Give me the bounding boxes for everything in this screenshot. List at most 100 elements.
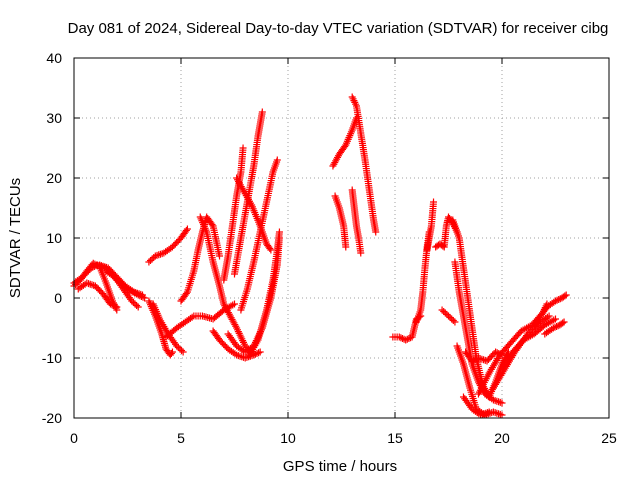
chart-title: Day 081 of 2024, Sidereal Day-to-day VTE… <box>68 20 609 37</box>
data-point <box>555 296 563 303</box>
data-point <box>468 357 476 365</box>
data-point <box>543 313 551 321</box>
series-arc-22 <box>348 186 365 257</box>
data-point <box>232 322 240 330</box>
data-series <box>70 93 570 419</box>
series-arc-6 <box>145 225 191 266</box>
y-axis-label: SDTVAR / TECUs <box>7 178 24 298</box>
data-point <box>253 350 261 357</box>
data-point <box>552 297 559 305</box>
series-arc-13 <box>220 144 247 284</box>
data-point <box>403 335 411 343</box>
data-point <box>498 399 506 407</box>
x-tick-label: 0 <box>70 430 78 446</box>
x-tick-label: 25 <box>601 430 617 446</box>
data-point <box>145 258 153 266</box>
data-point <box>111 302 119 310</box>
data-point <box>238 184 246 192</box>
data-point <box>448 315 456 323</box>
series-arc-14 <box>231 108 266 278</box>
data-point <box>131 300 139 308</box>
y-tick-label: 30 <box>46 110 62 126</box>
y-tick-label: 40 <box>46 50 62 66</box>
data-point <box>553 323 561 330</box>
data-point <box>492 348 500 356</box>
series-arc-21 <box>331 192 350 251</box>
data-point <box>182 227 190 234</box>
series-arc-7 <box>145 297 176 359</box>
data-point <box>239 144 247 152</box>
data-point <box>208 221 216 228</box>
series-arc-8 <box>149 300 187 356</box>
y-tick-label: 10 <box>46 230 62 246</box>
data-point <box>553 296 561 304</box>
data-point <box>471 356 479 363</box>
data-point <box>451 318 459 326</box>
data-point <box>430 198 438 206</box>
data-point <box>176 345 184 353</box>
data-point <box>251 350 259 358</box>
data-point <box>562 291 570 299</box>
series-arc-18 <box>233 174 275 254</box>
series-arc-24 <box>412 228 433 326</box>
data-point <box>174 344 182 351</box>
data-point <box>129 299 137 306</box>
data-point <box>178 347 186 354</box>
data-point <box>258 108 266 116</box>
data-point <box>148 255 156 263</box>
series-arc-29 <box>451 258 506 407</box>
data-point <box>147 257 155 264</box>
data-point <box>182 290 190 297</box>
y-tick-label: -10 <box>42 350 62 366</box>
data-point <box>173 342 181 350</box>
data-point <box>188 313 196 321</box>
data-point <box>560 318 568 326</box>
x-axis-label: GPS time / hours <box>283 458 397 475</box>
data-point <box>138 291 146 299</box>
x-tick-label: 10 <box>280 430 296 446</box>
y-tick-label: 0 <box>54 290 62 306</box>
x-tick-label: 15 <box>387 430 403 446</box>
data-point <box>110 302 118 309</box>
y-tick-label: -20 <box>42 410 62 426</box>
series-arc-10 <box>177 213 224 305</box>
plot-frame <box>73 57 610 419</box>
data-point <box>405 335 413 342</box>
series-arc-17 <box>245 228 283 359</box>
series-arc-25 <box>423 198 438 254</box>
x-tick-label: 5 <box>177 430 185 446</box>
data-point <box>445 312 452 320</box>
series-arc-3 <box>74 279 121 311</box>
series-arc-15 <box>237 156 281 314</box>
series-arc-5 <box>102 267 142 311</box>
data-point <box>113 303 121 311</box>
data-point <box>168 348 176 356</box>
series-arc-31 <box>459 393 493 419</box>
data-point <box>545 312 553 320</box>
data-point <box>255 349 263 357</box>
data-point <box>134 303 142 311</box>
series-arc-36 <box>530 291 570 332</box>
data-point <box>443 311 451 318</box>
data-point <box>440 308 448 315</box>
data-point <box>266 245 274 252</box>
series-arc-35 <box>498 315 559 374</box>
data-point <box>402 336 410 344</box>
data-point <box>551 323 559 331</box>
data-point <box>559 319 567 327</box>
data-point <box>231 300 238 308</box>
series-arc-9 <box>162 300 238 341</box>
data-point <box>273 156 281 164</box>
series-arc-20 <box>348 93 380 236</box>
data-point <box>498 411 506 419</box>
data-point <box>441 309 449 317</box>
data-point <box>167 350 175 357</box>
data-point <box>552 315 559 323</box>
data-point <box>357 249 365 257</box>
data-point <box>216 252 224 260</box>
tick-labels: 0 5 10 15 20 25 -20 -10 0 10 20 30 40 <box>42 50 617 446</box>
data-point <box>183 225 191 233</box>
data-point <box>256 348 264 356</box>
data-point <box>549 324 557 332</box>
